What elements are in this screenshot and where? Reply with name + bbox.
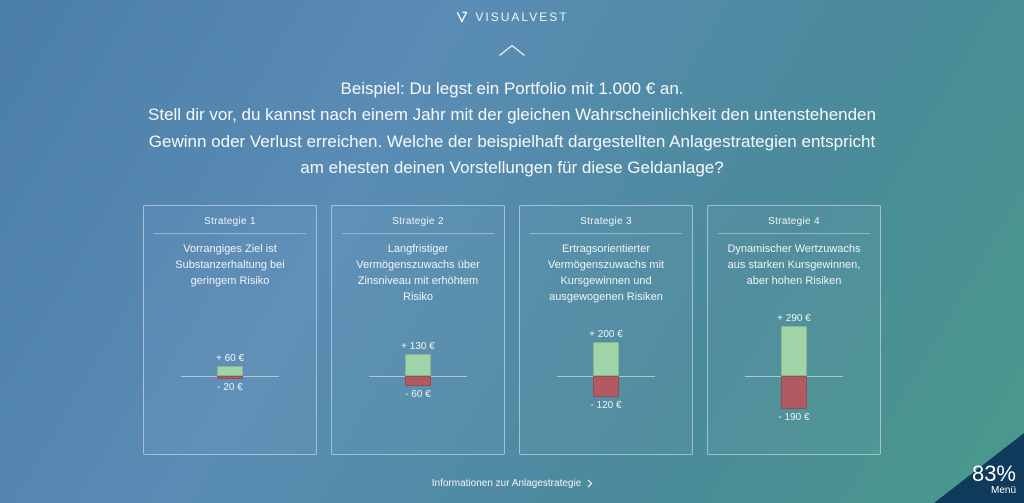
- gain-bar: [781, 326, 807, 376]
- strategy-description: Ertragsorientierter Vermögenszuwachs mit…: [530, 242, 682, 306]
- question-line1: Beispiel: Du legst ein Portfolio mit 1.0…: [142, 76, 882, 102]
- strategy-cards: Strategie 1 Vorrangiges Ziel ist Substanz…: [0, 205, 1024, 455]
- strategy-title: Strategie 1: [154, 216, 306, 234]
- strategy-description: Vorrangiges Ziel ist Substanzerhaltung b…: [154, 242, 306, 306]
- progress-menu-button[interactable]: 83% Menü: [972, 463, 1016, 497]
- strategy-description: Langfristiger Vermögenszuwachs über Zins…: [342, 242, 494, 306]
- gain-label: + 290 €: [718, 313, 870, 324]
- chevron-up-icon[interactable]: [494, 42, 530, 60]
- chevron-right-icon: [586, 479, 592, 488]
- strategy-card-3[interactable]: Strategie 3 Ertragsorientierter Vermögens…: [519, 205, 693, 455]
- loss-bar: [405, 376, 431, 386]
- gain-label: + 130 €: [342, 341, 494, 352]
- loss-bar: [593, 376, 619, 397]
- gain-label: + 60 €: [154, 353, 306, 364]
- strategy-chart: + 290 € - 190 €: [718, 306, 870, 446]
- question-line2: Stell dir vor, du kannst nach einem Jahr…: [142, 102, 882, 181]
- strategy-chart: + 60 € - 20 €: [154, 306, 306, 446]
- brand-logo-mark-icon: [455, 10, 469, 24]
- info-link-label: Informationen zur Anlagestrategie: [432, 478, 582, 489]
- loss-label: - 20 €: [154, 382, 306, 393]
- strategy-description: Dynamischer Wertzuwachs aus starken Kurs…: [718, 242, 870, 306]
- gain-bar: [593, 342, 619, 376]
- loss-label: - 120 €: [530, 400, 682, 411]
- strategy-title: Strategie 4: [718, 216, 870, 234]
- strategy-chart: + 130 € - 60 €: [342, 306, 494, 446]
- brand-name: VISUALVEST: [475, 10, 568, 24]
- brand-logo: VISUALVEST: [455, 10, 568, 24]
- loss-label: - 190 €: [718, 412, 870, 423]
- loss-bar: [217, 376, 243, 379]
- strategy-card-1[interactable]: Strategie 1 Vorrangiges Ziel ist Substanz…: [143, 205, 317, 455]
- question-text: Beispiel: Du legst ein Portfolio mit 1.0…: [142, 76, 882, 181]
- gain-bar: [217, 366, 243, 376]
- header: VISUALVEST: [0, 0, 1024, 60]
- strategy-title: Strategie 3: [530, 216, 682, 234]
- strategy-title: Strategie 2: [342, 216, 494, 234]
- progress-percent: 83%: [972, 463, 1016, 485]
- info-link[interactable]: Informationen zur Anlagestrategie: [432, 478, 593, 489]
- gain-bar: [405, 354, 431, 376]
- strategy-card-4[interactable]: Strategie 4 Dynamischer Wertzuwachs aus s…: [707, 205, 881, 455]
- progress-menu-label: Menü: [972, 485, 1016, 497]
- loss-bar: [781, 376, 807, 409]
- strategy-card-2[interactable]: Strategie 2 Langfristiger Vermögenszuwach…: [331, 205, 505, 455]
- gain-label: + 200 €: [530, 329, 682, 340]
- loss-label: - 60 €: [342, 389, 494, 400]
- strategy-chart: + 200 € - 120 €: [530, 306, 682, 446]
